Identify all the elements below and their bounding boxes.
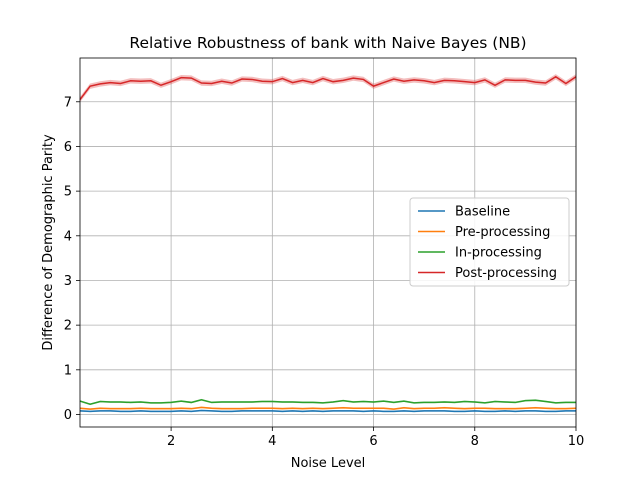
legend-label: Post-processing [455,266,557,281]
legend: Baseline Pre-processing In-processing Post-… [409,197,570,287]
x-tick-label: 2 [167,434,175,449]
x-tick-label: 4 [268,434,276,449]
y-axis-label: Difference of Demographic Parity [41,134,56,351]
y-tick-label: 4 [64,229,72,244]
y-tick-label: 7 [64,95,72,110]
y-tick-label: 0 [64,408,72,423]
y-tick-label: 3 [64,274,72,289]
axis-ticks: 2 4 6 8 10 0 1 2 3 4 5 6 7 [64,95,585,449]
series-line [79,409,576,413]
legend-label: Pre-processing [455,225,550,240]
legend-label: In-processing [455,246,542,261]
series-lines [79,75,577,413]
series-line [79,75,577,100]
x-axis-label: Noise Level [291,456,366,471]
axes-frame [79,57,577,428]
series-band [80,74,576,103]
y-tick-label: 5 [64,185,72,200]
x-tick-label: 10 [568,434,585,449]
y-tick-label: 1 [64,363,72,378]
series-line [79,406,577,410]
y-tick-label: 6 [64,140,72,155]
series-line [79,398,576,405]
x-tick-label: 8 [471,434,479,449]
chart-title: Relative Robustness of bank with Naive B… [129,34,526,52]
legend-label: Baseline [455,205,510,220]
legend-box [409,197,570,287]
y-tick-label: 2 [64,319,72,334]
x-tick-label: 6 [369,434,377,449]
